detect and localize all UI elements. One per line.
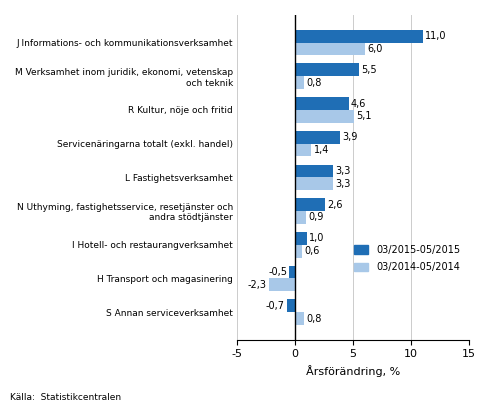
Text: 4,6: 4,6 [351, 99, 366, 109]
Text: 0,8: 0,8 [307, 314, 322, 324]
Bar [295, 42, 365, 55]
Bar [295, 245, 302, 257]
Text: 6,0: 6,0 [367, 44, 382, 54]
Bar [295, 97, 349, 110]
Text: 0,9: 0,9 [308, 213, 324, 223]
Bar [295, 131, 340, 144]
X-axis label: Årsförändring, %: Årsförändring, % [306, 365, 400, 377]
Text: 5,1: 5,1 [356, 112, 372, 121]
Bar [295, 144, 311, 156]
Text: 5,5: 5,5 [361, 65, 377, 75]
Text: 0,8: 0,8 [307, 78, 322, 88]
Text: 2,6: 2,6 [327, 200, 343, 210]
Text: 3,3: 3,3 [336, 179, 351, 189]
Bar [295, 177, 333, 190]
Text: Källa:  Statistikcentralen: Källa: Statistikcentralen [10, 393, 121, 402]
Text: 0,6: 0,6 [304, 246, 320, 256]
Text: 3,9: 3,9 [343, 132, 358, 142]
Text: -0,7: -0,7 [266, 301, 285, 311]
Text: -2,3: -2,3 [247, 280, 266, 290]
Legend: 03/2015-05/2015, 03/2014-05/2014: 03/2015-05/2015, 03/2014-05/2014 [350, 241, 464, 276]
Bar [295, 30, 423, 42]
Bar [295, 232, 307, 245]
Bar [269, 278, 295, 291]
Bar [295, 211, 305, 224]
Bar [295, 63, 359, 76]
Bar [295, 198, 326, 211]
Text: 1,4: 1,4 [314, 145, 329, 155]
Text: 11,0: 11,0 [425, 31, 446, 41]
Bar [287, 299, 295, 312]
Bar [289, 266, 295, 278]
Bar [295, 110, 355, 123]
Text: 3,3: 3,3 [336, 166, 351, 176]
Bar [295, 164, 333, 177]
Bar [295, 312, 304, 325]
Text: 1,0: 1,0 [309, 234, 325, 243]
Bar [295, 76, 304, 89]
Text: -0,5: -0,5 [268, 267, 287, 277]
